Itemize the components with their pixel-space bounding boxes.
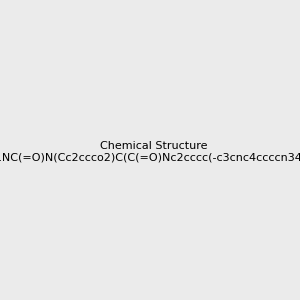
Text: Chemical Structure
O=C1NC(=O)N(Cc2ccco2)C(C(=O)Nc2cccc(-c3cnc4ccccn34)c2)C1: Chemical Structure O=C1NC(=O)N(Cc2ccco2)…	[0, 141, 300, 162]
